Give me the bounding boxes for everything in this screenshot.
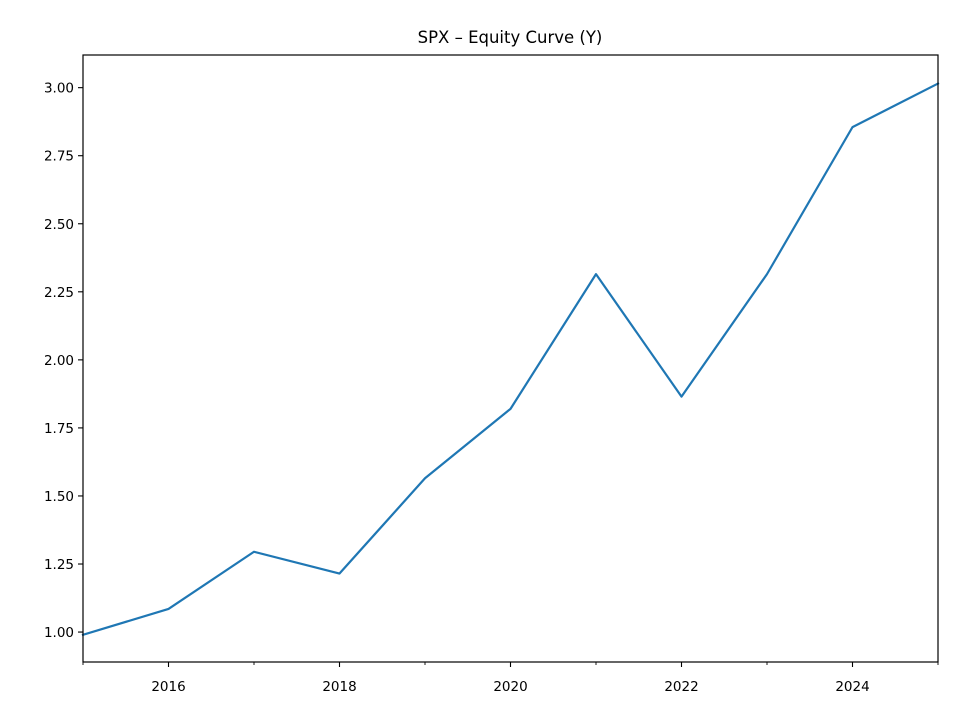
x-tick-label: 2024 <box>835 679 869 695</box>
x-tick-label: 2020 <box>493 679 527 695</box>
y-axis: 1.00 1.25 1.50 1.75 2.00 2.25 2.50 2.75 3.00 <box>44 81 83 641</box>
y-tick-label: 2.00 <box>44 353 74 369</box>
plot-area <box>81 82 940 637</box>
y-tick-label: 2.50 <box>44 217 74 233</box>
y-tick-label: 1.00 <box>44 625 74 641</box>
x-tick-label: 2022 <box>664 679 698 695</box>
chart-title: SPX – Equity Curve (Y) <box>418 28 603 47</box>
plot-frame <box>82 54 939 663</box>
y-tick-label: 1.75 <box>44 421 74 437</box>
x-tick-label: 2016 <box>151 679 185 695</box>
y-tick-label: 1.25 <box>44 557 74 573</box>
series-line-0 <box>81 82 940 637</box>
x-tick-label: 2018 <box>322 679 356 695</box>
y-tick-label: 1.50 <box>44 489 74 505</box>
y-tick-label: 2.75 <box>44 149 74 165</box>
y-tick-label: 3.00 <box>44 81 74 97</box>
x-axis: 2016 2018 2020 2022 2024 <box>82 662 939 695</box>
y-tick-label: 2.25 <box>44 285 74 301</box>
